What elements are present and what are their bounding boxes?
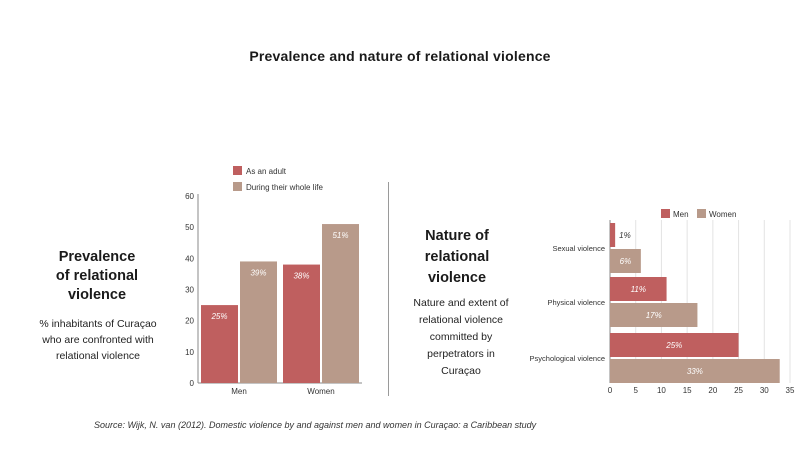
prevalence-heading: Prevalence of relational violence bbox=[22, 248, 172, 305]
bar-physical-series1 bbox=[610, 303, 698, 327]
source-note: Source: Wijk, N. van (2012). Domestic vi… bbox=[94, 420, 537, 430]
x-tick-label: 10 bbox=[657, 386, 666, 395]
bar-women-series1 bbox=[322, 224, 359, 383]
legend-swatch bbox=[233, 166, 242, 175]
prevalence-description: % inhabitants of Curaçao who are confron… bbox=[18, 316, 178, 364]
bar-data-label: 33% bbox=[687, 367, 703, 376]
bar-men-series1 bbox=[240, 261, 277, 383]
bar-data-label: 17% bbox=[646, 311, 662, 320]
y-tick-label: 60 bbox=[185, 192, 194, 201]
nature-description: Nature and extent of relational violence… bbox=[400, 295, 522, 380]
nature-description-line: relational violence bbox=[418, 314, 504, 326]
bar-data-label: 38% bbox=[293, 272, 309, 281]
legend-swatch bbox=[697, 209, 706, 218]
nature-heading-line: relational bbox=[424, 249, 490, 265]
y-tick-label: 50 bbox=[185, 223, 194, 232]
legend-label: Women bbox=[709, 210, 736, 219]
bar-sexual-series1 bbox=[610, 249, 641, 273]
bar-data-label: 11% bbox=[631, 285, 646, 294]
nature-description-line: perpetrators in bbox=[427, 348, 495, 360]
x-tick-label: 25 bbox=[734, 386, 743, 395]
y-tick-label: 0 bbox=[190, 379, 195, 388]
legend-label: Men bbox=[673, 210, 689, 219]
bar-psychological-series0 bbox=[610, 333, 739, 357]
y-tick-label: 10 bbox=[185, 348, 194, 357]
prevalence-heading-line: violence bbox=[67, 287, 127, 303]
bar-data-label: 6% bbox=[620, 257, 632, 266]
x-tick-label: 35 bbox=[786, 386, 795, 395]
legend-label: During their whole life bbox=[246, 183, 323, 192]
bar-men-series0 bbox=[201, 305, 238, 383]
x-tick-label: 30 bbox=[760, 386, 769, 395]
legend-swatch bbox=[661, 209, 670, 218]
x-tick-label: 5 bbox=[633, 386, 638, 395]
bar-sexual-series0 bbox=[610, 223, 616, 247]
section-divider bbox=[388, 182, 389, 396]
bar-data-label: 25% bbox=[665, 341, 682, 350]
page-title: Prevalence and nature of relational viol… bbox=[249, 48, 551, 64]
y-category-label: Psychological violence bbox=[530, 354, 605, 363]
bar-data-label: 39% bbox=[250, 268, 266, 277]
bar-data-label: 25% bbox=[210, 312, 227, 321]
x-tick-label: 15 bbox=[683, 386, 692, 395]
x-tick-label: 20 bbox=[708, 386, 717, 395]
nature-description-line: committed by bbox=[429, 331, 493, 343]
bar-data-label: 51% bbox=[332, 231, 348, 240]
bar-women-series0 bbox=[283, 264, 320, 383]
nature-heading: Nature of relational violence bbox=[406, 226, 508, 289]
bar-physical-series0 bbox=[610, 277, 667, 301]
x-tick-label: Women bbox=[307, 387, 334, 396]
y-tick-label: 20 bbox=[185, 317, 194, 326]
bar-psychological-series1 bbox=[610, 359, 780, 383]
bar-data-label: 1% bbox=[619, 231, 631, 240]
prevalence-description-line: relational violence bbox=[55, 350, 141, 362]
prevalence-description-line: % inhabitants of Curaçao bbox=[39, 318, 157, 330]
y-tick-label: 30 bbox=[185, 286, 194, 295]
legend-swatch bbox=[233, 182, 242, 191]
y-category-label: Sexual violence bbox=[552, 244, 605, 253]
nature-description-line: Curaçao bbox=[441, 365, 481, 377]
x-tick-label: Men bbox=[231, 387, 247, 396]
y-tick-label: 40 bbox=[185, 254, 194, 263]
prevalence-heading-line: Prevalence bbox=[58, 249, 136, 265]
legend-label: As an adult bbox=[246, 167, 287, 176]
nature-description-line: Nature and extent of bbox=[413, 297, 509, 309]
x-tick-label: 0 bbox=[608, 386, 613, 395]
prevalence-heading-line: of relational bbox=[55, 268, 139, 284]
nature-heading-line: violence bbox=[427, 270, 487, 286]
y-category-label: Physical violence bbox=[547, 298, 605, 307]
nature-heading-line: Nature of bbox=[425, 228, 489, 244]
prevalence-description-line: who are confronted with bbox=[42, 334, 154, 346]
